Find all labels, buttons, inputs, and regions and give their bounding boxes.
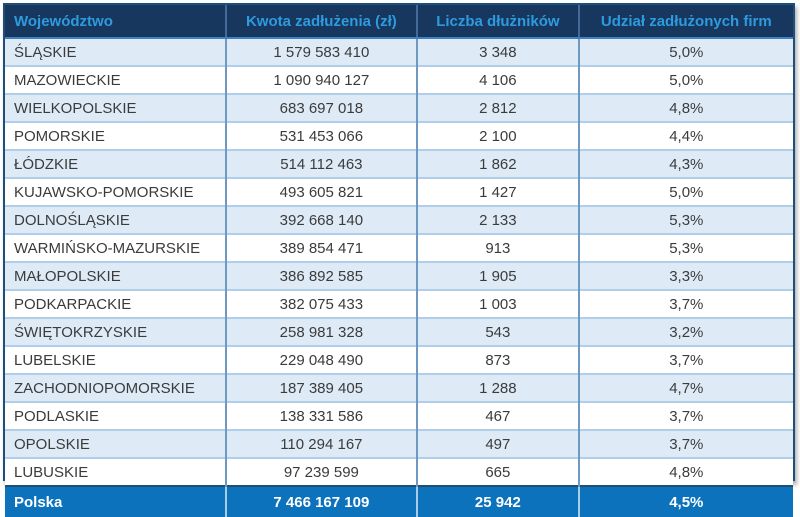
table-row: ŁÓDZKIE 514 112 463 1 862 4,3% (5, 149, 793, 178)
total-debt-amount: 7 466 167 109 (224, 485, 418, 517)
table-row: MAZOWIECKIE 1 090 940 127 4 106 5,0% (5, 65, 793, 94)
table-row: OPOLSKIE 110 294 167 497 3,7% (5, 429, 793, 458)
cell-debtor-count: 1 427 (416, 177, 579, 206)
table-row: LUBELSKIE 229 048 490 873 3,7% (5, 345, 793, 374)
cell-debtor-count: 1 862 (416, 149, 579, 178)
cell-voivodeship: POMORSKIE (5, 121, 226, 150)
cell-debt-amount: 493 605 821 (224, 177, 418, 206)
cell-voivodeship: ŚLĄSKIE (14, 43, 77, 61)
cell-indebted-share: 3,7% (577, 289, 793, 318)
cell-debtor-count: 2 133 (416, 205, 579, 234)
total-label: Polska (5, 485, 226, 517)
cell-indebted-share: 3,7% (577, 401, 793, 430)
cell-voivodeship: PODKARPACKIE (5, 289, 226, 318)
cell-indebted-share: 5,0% (577, 65, 793, 94)
debt-by-voivodeship-table-container: Województwo Kwota zadłużenia (zł) Liczba… (3, 3, 795, 517)
column-header-voivodeship: Województwo (5, 5, 226, 39)
cell-debt-amount: 389 854 471 (224, 233, 418, 262)
table-row: LUBUSKIE 97 239 599 665 4,8% (5, 457, 793, 486)
column-header-debt-amount: Kwota zadłużenia (zł) (224, 5, 418, 39)
table-row: POMORSKIE 531 453 066 2 100 4,4% (5, 121, 793, 150)
table-row: ZACHODNIOPOMORSKIE 187 389 405 1 288 4,7% (5, 373, 793, 402)
table-row: ŚLĄSKIE 1 579 583 410 3 348 5,0% (5, 38, 793, 66)
table-footer: Polska 7 466 167 109 25 942 4,5% (5, 485, 793, 517)
cell-debt-amount: 531 453 066 (224, 121, 418, 150)
table-row: KUJAWSKO-POMORSKIE 493 605 821 1 427 5,0% (5, 177, 793, 206)
cell-debtor-count: 1 905 (416, 261, 579, 290)
cell-debtor-count: 467 (416, 401, 579, 430)
cell-voivodeship: OPOLSKIE (5, 429, 226, 458)
cell-indebted-share: 4,8% (577, 93, 793, 122)
cell-voivodeship: WARMIŃSKO-MAZURSKIE (5, 233, 226, 262)
cell-indebted-share: 4,4% (577, 121, 793, 150)
cell-debt-amount: 392 668 140 (224, 205, 418, 234)
header-row: Województwo Kwota zadłużenia (zł) Liczba… (5, 5, 793, 39)
cell-debt-amount: 514 112 463 (224, 149, 418, 178)
cell-indebted-share: 5,0% (577, 38, 793, 66)
cell-debtor-count: 873 (416, 345, 579, 374)
cell-debt-amount: 110 294 167 (224, 429, 418, 458)
cell-voivodeship: DOLNOŚLĄSKIE (5, 205, 226, 234)
cell-indebted-share: 4,7% (577, 373, 793, 402)
cell-debt-amount: 382 075 433 (224, 289, 418, 318)
cell-indebted-share: 4,3% (577, 149, 793, 178)
cell-debtor-count: 497 (416, 429, 579, 458)
cell-debtor-count: 665 (416, 457, 579, 486)
table-row: MAŁOPOLSKIE 386 892 585 1 905 3,3% (5, 261, 793, 290)
cell-debtor-count: 2 100 (416, 121, 579, 150)
cell-voivodeship: LUBELSKIE (5, 345, 226, 374)
column-header-debtor-count: Liczba dłużników (416, 5, 579, 39)
cell-indebted-share: 3,2% (577, 317, 793, 346)
cell-debt-amount: 386 892 585 (224, 261, 418, 290)
cell-voivodeship: KUJAWSKO-POMORSKIE (5, 177, 226, 206)
cell-debt-amount: 1 090 940 127 (224, 65, 418, 94)
cell-debtor-count: 543 (416, 317, 579, 346)
table-row: WIELKOPOLSKIE 683 697 018 2 812 4,8% (5, 93, 793, 122)
cell-voivodeship: WIELKOPOLSKIE (5, 93, 226, 122)
debt-by-voivodeship-table: Województwo Kwota zadłużenia (zł) Liczba… (5, 5, 793, 517)
table-body: ŚLĄSKIE 1 579 583 410 3 348 5,0% MAZOWIECKIE… (5, 38, 793, 486)
table-header: Województwo Kwota zadłużenia (zł) Liczba… (5, 5, 793, 39)
cell-debt-amount: 138 331 586 (224, 401, 418, 430)
cell-indebted-share: 5,3% (577, 233, 793, 262)
cell-debtor-count: 4 106 (416, 65, 579, 94)
table-row: PODKARPACKIE 382 075 433 1 003 3,7% (5, 289, 793, 318)
cell-voivodeship: PODLASKIE (5, 401, 226, 430)
cell-voivodeship: MAZOWIECKIE (5, 65, 226, 94)
cell-voivodeship: MAŁOPOLSKIE (5, 261, 226, 290)
cell-indebted-share: 3,3% (577, 261, 793, 290)
cell-debt-amount: 229 048 490 (224, 345, 418, 374)
table-row: PODLASKIE 138 331 586 467 3,7% (5, 401, 793, 430)
table-row: DOLNOŚLĄSKIE 392 668 140 2 133 5,3% (5, 205, 793, 234)
cell-debt-amount: 258 981 328 (224, 317, 418, 346)
column-header-indebted-share: Udział zadłużonych firm (577, 5, 793, 39)
cell-debt-amount: 1 579 583 410 (224, 38, 418, 66)
cell-debtor-count: 1 288 (416, 373, 579, 402)
cell-voivodeship: ŁÓDZKIE (5, 149, 226, 178)
cell-debt-amount: 97 239 599 (224, 457, 418, 486)
table-row: WARMIŃSKO-MAZURSKIE 389 854 471 913 5,3% (5, 233, 793, 262)
cell-indebted-share: 4,8% (577, 457, 793, 486)
cell-voivodeship: ŚWIĘTOKRZYSKIE (5, 317, 226, 346)
cell-indebted-share: 3,7% (577, 429, 793, 458)
cell-debtor-count: 3 348 (416, 38, 579, 66)
cell-debtor-count: 1 003 (416, 289, 579, 318)
total-row: Polska 7 466 167 109 25 942 4,5% (5, 485, 793, 517)
total-debtor-count: 25 942 (416, 485, 579, 517)
cell-debtor-count: 913 (416, 233, 579, 262)
table-row: ŚWIĘTOKRZYSKIE 258 981 328 543 3,2% (5, 317, 793, 346)
cell-indebted-share: 3,7% (577, 345, 793, 374)
cell-voivodeship: ZACHODNIOPOMORSKIE (5, 373, 226, 402)
cell-voivodeship: LUBUSKIE (5, 457, 226, 486)
cell-debt-amount: 683 697 018 (224, 93, 418, 122)
cell-debt-amount: 187 389 405 (224, 373, 418, 402)
total-indebted-share: 4,5% (577, 485, 793, 517)
cell-debtor-count: 2 812 (416, 93, 579, 122)
cell-indebted-share: 5,0% (577, 177, 793, 206)
cell-indebted-share: 5,3% (577, 205, 793, 234)
